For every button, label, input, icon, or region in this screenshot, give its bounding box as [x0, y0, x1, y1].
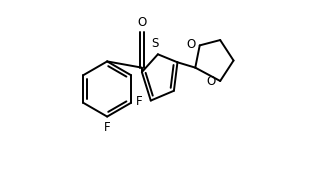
Text: O: O — [186, 38, 195, 51]
Text: O: O — [137, 16, 147, 29]
Text: F: F — [104, 121, 111, 134]
Text: S: S — [152, 37, 159, 50]
Text: F: F — [136, 95, 142, 108]
Text: O: O — [207, 75, 216, 88]
